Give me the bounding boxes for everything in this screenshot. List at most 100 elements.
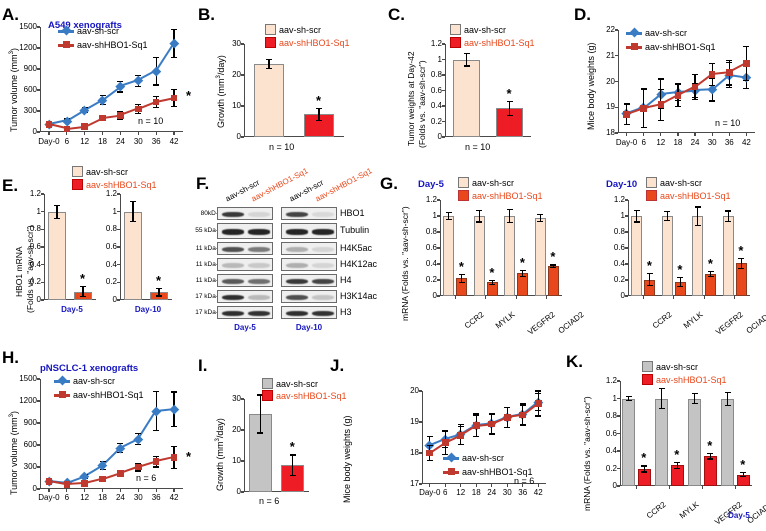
error-cap (156, 295, 162, 297)
y-tick (625, 199, 628, 201)
y-tick-label: 900 (23, 418, 37, 427)
y-tick (615, 106, 618, 108)
legend-label: aav-shHBO1-Sq1 (77, 40, 148, 50)
y-tick (437, 247, 440, 249)
x-tick (506, 484, 508, 487)
x-tick (625, 133, 628, 136)
panel-a-x-label: 6 (64, 137, 70, 146)
panel-e-letter: E. (2, 176, 19, 195)
kd-data-point (135, 463, 142, 471)
panel-a-x-label: Day-0 (38, 137, 60, 146)
y-tick-label: 1500 (19, 22, 37, 31)
panel-b-legend-kd: aav-shHBO1-Sq1 (265, 37, 350, 48)
panel-j-legend-kd: aav-shHBO1-Sq1 (443, 467, 533, 477)
y-tick-label: 1 (112, 206, 117, 216)
y-tick-label: 0.2 (605, 463, 617, 473)
x-tick (677, 133, 679, 136)
panel-g-significance: * (550, 249, 556, 265)
panel-f-blot-block (217, 207, 273, 220)
legend-label: aav-sh-scr (472, 177, 515, 188)
panel-k: K. mRNA (Folds vs. "aav-sh-scr") 0 0.2 0.4… (564, 343, 766, 531)
y-tick (117, 211, 120, 213)
y-tick-label: 20 (410, 386, 419, 395)
y-tick-label: 1 (620, 211, 625, 220)
panel-j-letter: J. (330, 356, 345, 375)
error-cap (633, 209, 640, 211)
panel-f-band (286, 294, 308, 301)
error-cap (54, 217, 60, 219)
legend-swatch (642, 374, 653, 385)
y-tick (41, 299, 44, 301)
y-tick-label: 300 (23, 462, 37, 471)
panel-j-x-label: 24 (487, 488, 497, 497)
error-cap (537, 213, 544, 215)
y-tick-label: 0.6 (430, 85, 442, 95)
panel-f-band (312, 278, 334, 285)
panel-f-band (312, 229, 334, 235)
panel-c-letter: C. (388, 5, 405, 24)
panel-f-band (248, 294, 270, 301)
panel-g-x-label: OCIAD2 (744, 309, 766, 336)
y-tick-label: 20 (232, 425, 241, 434)
panel-c-significance: * (506, 85, 512, 101)
panel-f-protein-label: H3K14ac (340, 290, 378, 301)
y-tick (625, 231, 628, 233)
panel-d-axes (618, 30, 755, 133)
x-tick (475, 484, 477, 487)
panel-d-x-label: 12 (656, 138, 666, 147)
y-tick (419, 390, 422, 392)
x-tick (515, 296, 517, 299)
panel-h-axes (40, 379, 183, 489)
panel-f-blot-block (217, 290, 273, 303)
error-cap (519, 269, 526, 271)
legend-label: aav-shHBO1-Sq1 (645, 42, 716, 52)
y-tick (241, 460, 244, 462)
panel-i-legend-kd: aav-shHBO1-Sq1 (262, 390, 347, 401)
error-cap (535, 415, 542, 417)
y-tick (442, 136, 445, 138)
y-tick (615, 132, 618, 134)
legend-label: aav-sh-scr (86, 166, 129, 177)
error-cap (550, 266, 557, 268)
error-cap (725, 210, 732, 212)
error-cap (476, 209, 483, 211)
y-tick (41, 246, 44, 248)
panel-k-legend-kd: aav-shHBO1-Sq1 (642, 374, 727, 385)
legend-label: aav-sh-scr (77, 26, 120, 36)
panel-f-band (312, 310, 334, 317)
panel-k-error-bar (727, 391, 729, 406)
panel-f-band (222, 211, 244, 218)
error-cap (677, 285, 684, 287)
error-cap (707, 270, 714, 272)
panel-f-mw-label: 17 kDa- (195, 292, 218, 300)
panel-f-blot-block (281, 207, 337, 220)
panel-g-error-bar (491, 280, 493, 285)
error-cap (156, 287, 162, 289)
panel-g-x-label: MYLK (493, 309, 517, 331)
error-cap (426, 445, 433, 447)
panel-f-band (286, 262, 308, 269)
y-tick-label: 19 (410, 417, 419, 426)
panel-g-error-bar (649, 273, 651, 286)
y-tick (37, 131, 40, 133)
panel-h-x-label: 42 (169, 493, 179, 502)
error-cap (463, 52, 470, 54)
panel-f-band (286, 229, 308, 235)
x-tick (101, 132, 104, 135)
error-cap (442, 453, 449, 455)
y-tick-label: 1500 (19, 374, 37, 383)
legend-point-marker (629, 27, 640, 37)
error-cap (519, 275, 526, 277)
error-cap (691, 393, 698, 395)
panel-g-error-bar (509, 208, 511, 224)
kd-data-point (63, 481, 71, 488)
error-cap (707, 458, 714, 460)
panel-j-x-label: 30 (502, 488, 512, 497)
panel-g-x-label: VEGFR2 (714, 309, 746, 337)
panel-g-bar-scr (722, 216, 734, 296)
panel-g-error-bar (727, 210, 729, 222)
panel-d-letter: D. (574, 5, 591, 24)
error-cap (445, 212, 452, 214)
panel-f-band (222, 246, 244, 253)
error-cap (135, 462, 142, 464)
